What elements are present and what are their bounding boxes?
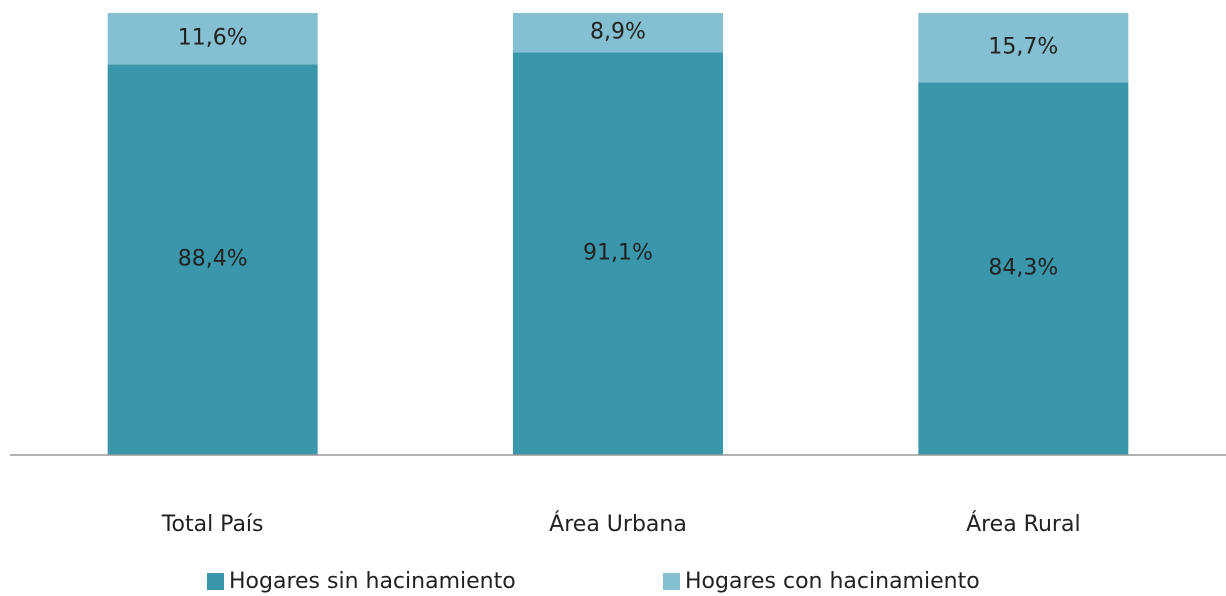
bar-segment bbox=[513, 13, 723, 53]
value-label: 88,4% bbox=[178, 247, 248, 272]
bar-segment bbox=[918, 82, 1129, 456]
x-tick-label: Área Rural bbox=[966, 511, 1081, 537]
value-label: 84,3% bbox=[988, 256, 1058, 281]
legend-swatch bbox=[663, 573, 680, 590]
legend-label: Hogares sin hacinamiento bbox=[229, 569, 516, 594]
value-label: 11,6% bbox=[178, 26, 248, 51]
bar-segment bbox=[107, 13, 318, 65]
bar-segment bbox=[513, 52, 723, 455]
legend-swatch bbox=[207, 573, 224, 590]
value-label: 8,9% bbox=[590, 20, 646, 45]
value-label: 91,1% bbox=[583, 241, 653, 266]
bar-segment bbox=[107, 64, 318, 455]
x-tick-label: Área Urbana bbox=[549, 511, 687, 537]
legend-label: Hogares con hacinamiento bbox=[685, 569, 980, 594]
x-tick-label: Total País bbox=[161, 512, 264, 537]
bar-segment bbox=[918, 13, 1129, 83]
value-label: 15,7% bbox=[988, 35, 1058, 60]
